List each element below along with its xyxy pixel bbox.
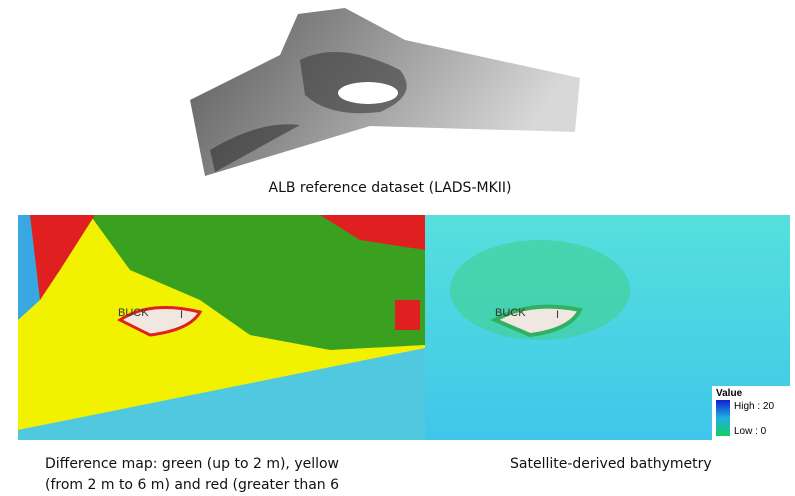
- caption: ALB reference dataset (LADS-MKII): [269, 180, 512, 196]
- legend-high: High : 20: [734, 401, 774, 412]
- legend-low: Low : 0: [734, 426, 767, 437]
- legend-title: Value: [716, 388, 743, 399]
- bathymetry-map: BUCK I Value High : 20 Low : 0: [425, 215, 790, 440]
- slide: ALB reference dataset (LADS-MKII) BUCK I…: [0, 0, 795, 496]
- island-label: BUCK: [118, 307, 149, 319]
- difference-map: BUCK I: [18, 215, 425, 440]
- island-label: BUCK: [495, 307, 526, 319]
- legend-bar: [716, 400, 730, 436]
- island-mark: I: [556, 309, 559, 321]
- alb-map: [190, 8, 580, 176]
- caption: Difference map: green (up to 2 m), yello…: [45, 456, 339, 472]
- island-mark: I: [180, 309, 183, 321]
- caption: (from 2 m to 6 m) and red (greater than …: [45, 477, 339, 493]
- caption: Satellite-derived bathymetry: [510, 456, 712, 472]
